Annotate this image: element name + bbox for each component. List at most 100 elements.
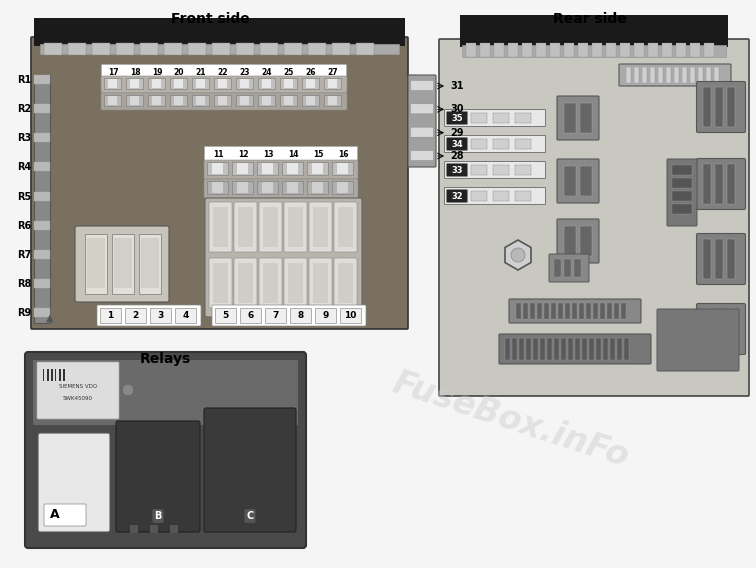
Text: FuseBox.inFo: FuseBox.inFo [388, 366, 632, 474]
Bar [568, 338, 573, 360]
Text: 32: 32 [451, 191, 463, 201]
Bar [580, 226, 592, 256]
Bar [284, 96, 293, 105]
Bar [606, 43, 616, 57]
Bar [170, 525, 178, 533]
Bar [519, 338, 524, 360]
FancyBboxPatch shape [696, 158, 745, 210]
Bar [258, 95, 275, 106]
Text: 11: 11 [212, 149, 223, 158]
Text: 22: 22 [218, 68, 228, 77]
FancyBboxPatch shape [259, 202, 282, 252]
Bar [87, 238, 105, 288]
Bar [706, 67, 711, 83]
Bar [174, 79, 183, 88]
Bar [704, 43, 714, 57]
FancyBboxPatch shape [75, 226, 169, 302]
Bar [130, 96, 139, 105]
Bar [214, 95, 231, 106]
Bar [213, 207, 228, 247]
FancyBboxPatch shape [101, 93, 347, 110]
FancyBboxPatch shape [445, 136, 546, 152]
FancyBboxPatch shape [557, 159, 599, 203]
Bar [682, 67, 687, 83]
Text: R7: R7 [17, 250, 31, 260]
Bar [564, 259, 571, 277]
Bar [727, 309, 735, 349]
Bar [672, 204, 692, 214]
Bar [257, 181, 278, 194]
FancyBboxPatch shape [205, 147, 358, 161]
Bar [207, 181, 228, 194]
Text: R9: R9 [17, 308, 31, 318]
FancyBboxPatch shape [696, 303, 745, 354]
Text: 21: 21 [196, 68, 206, 77]
Bar [51, 369, 53, 381]
Bar [170, 78, 187, 89]
Text: 13: 13 [263, 149, 273, 158]
Bar [493, 191, 509, 201]
Bar [516, 303, 521, 319]
FancyBboxPatch shape [411, 127, 433, 137]
Bar [212, 182, 223, 193]
FancyBboxPatch shape [204, 179, 358, 198]
Bar [600, 303, 605, 319]
Bar [620, 43, 630, 57]
Bar [112, 234, 134, 294]
Bar [582, 338, 587, 360]
Bar [34, 279, 50, 288]
Bar [257, 162, 278, 175]
Bar [515, 113, 531, 123]
Bar [540, 338, 545, 360]
Bar [471, 165, 487, 175]
FancyBboxPatch shape [657, 309, 739, 371]
Text: R6: R6 [17, 220, 31, 231]
Bar [328, 79, 336, 88]
Bar [232, 181, 253, 194]
Bar [676, 43, 686, 57]
Bar [130, 79, 139, 88]
Bar [617, 338, 622, 360]
Bar [240, 96, 249, 105]
Bar [43, 369, 44, 381]
Bar [564, 43, 574, 57]
Text: 35: 35 [451, 114, 463, 123]
FancyBboxPatch shape [205, 198, 362, 317]
Bar [150, 308, 171, 323]
FancyBboxPatch shape [209, 202, 232, 252]
Bar [307, 181, 328, 194]
Bar [288, 263, 303, 303]
Bar [547, 338, 552, 360]
Bar [313, 207, 328, 247]
Text: 8: 8 [297, 311, 304, 320]
Text: A: A [50, 508, 60, 521]
Bar [328, 96, 336, 105]
Bar [523, 303, 528, 319]
Bar [59, 369, 61, 381]
Bar [282, 162, 303, 175]
Bar [480, 43, 490, 57]
Text: 27: 27 [327, 68, 339, 77]
Bar [108, 96, 116, 105]
Bar [141, 238, 159, 288]
Bar [34, 75, 50, 323]
FancyBboxPatch shape [447, 190, 467, 203]
Bar [586, 303, 591, 319]
Bar [92, 43, 110, 55]
Bar [218, 96, 227, 105]
Bar [212, 43, 230, 55]
Text: 3: 3 [157, 311, 163, 320]
FancyBboxPatch shape [101, 76, 347, 93]
Bar [152, 79, 161, 88]
Bar [561, 338, 566, 360]
Text: 24: 24 [262, 68, 272, 77]
Bar [287, 182, 298, 193]
Text: 33: 33 [451, 165, 463, 174]
Bar [642, 67, 647, 83]
Bar [672, 178, 692, 188]
Bar [262, 164, 273, 174]
Bar [324, 78, 341, 89]
Bar [302, 78, 319, 89]
FancyBboxPatch shape [234, 202, 257, 252]
Bar [493, 165, 509, 175]
